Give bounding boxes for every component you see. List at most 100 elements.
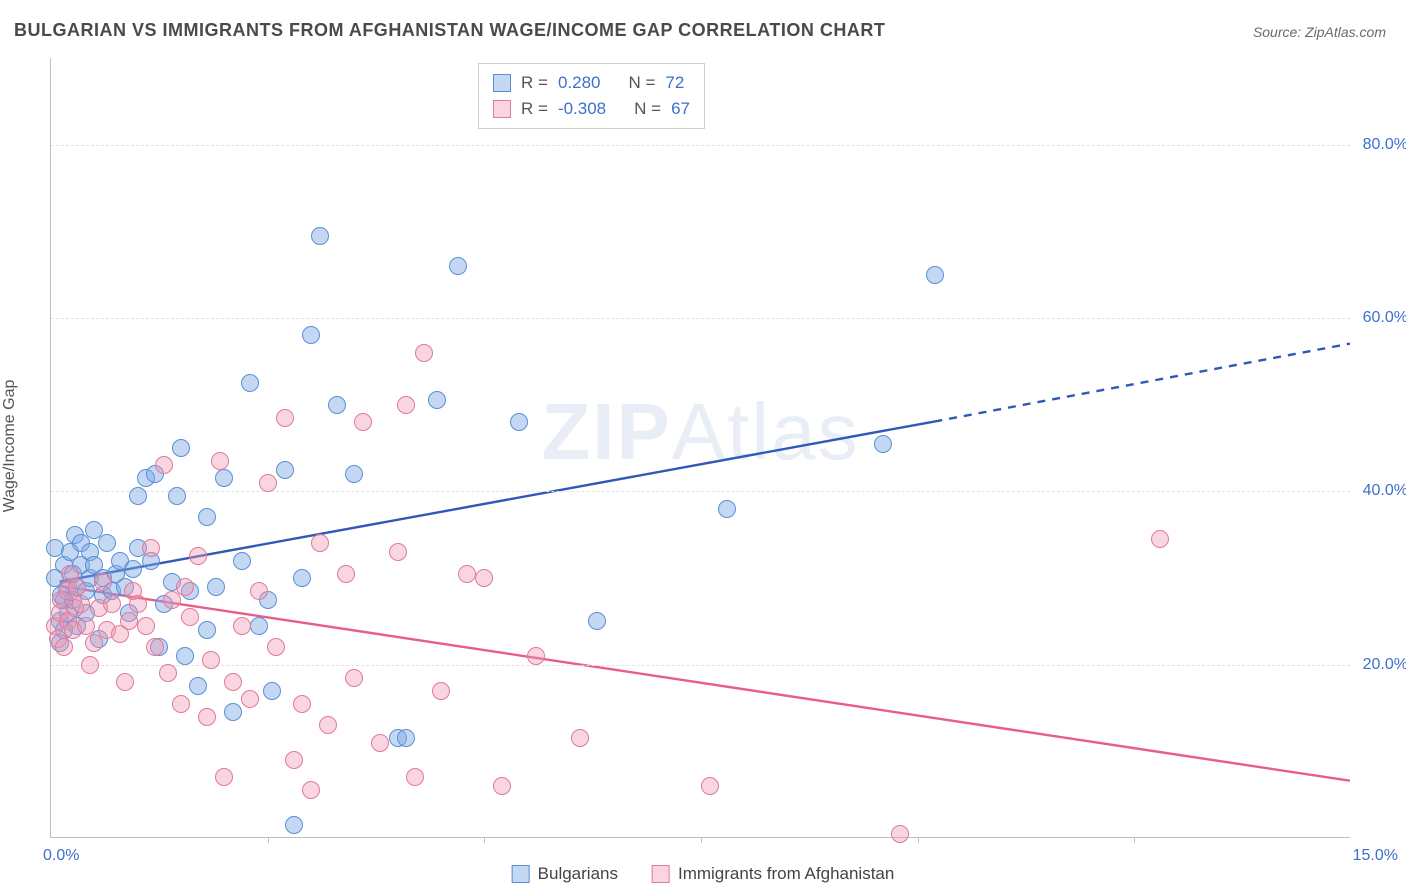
scatter-point-afghanistan xyxy=(293,695,311,713)
scatter-point-afghanistan xyxy=(120,612,138,630)
scatter-point-bulgarians xyxy=(293,569,311,587)
trend-lines-layer xyxy=(51,58,1350,837)
scatter-point-afghanistan xyxy=(202,651,220,669)
n-value-2: 67 xyxy=(671,96,690,122)
scatter-point-afghanistan xyxy=(72,595,90,613)
x-tick xyxy=(484,837,485,843)
scatter-point-afghanistan xyxy=(458,565,476,583)
x-tick xyxy=(268,837,269,843)
scatter-point-afghanistan xyxy=(371,734,389,752)
scatter-point-afghanistan xyxy=(241,690,259,708)
scatter-point-afghanistan xyxy=(224,673,242,691)
scatter-point-afghanistan xyxy=(302,781,320,799)
n-value-1: 72 xyxy=(665,70,684,96)
scatter-point-bulgarians xyxy=(233,552,251,570)
scatter-point-afghanistan xyxy=(211,452,229,470)
legend-label-2: Immigrants from Afghanistan xyxy=(678,864,894,884)
legend-stats-row: R = 0.280 N = 72 xyxy=(493,70,690,96)
legend-label-1: Bulgarians xyxy=(538,864,618,884)
y-axis-label: Wage/Income Gap xyxy=(1,380,19,513)
scatter-point-afghanistan xyxy=(81,656,99,674)
scatter-point-afghanistan xyxy=(1151,530,1169,548)
r-label: R = xyxy=(521,70,548,96)
scatter-point-afghanistan xyxy=(276,409,294,427)
scatter-point-afghanistan xyxy=(527,647,545,665)
scatter-point-afghanistan xyxy=(397,396,415,414)
scatter-point-afghanistan xyxy=(189,547,207,565)
scatter-point-afghanistan xyxy=(389,543,407,561)
scatter-point-afghanistan xyxy=(475,569,493,587)
scatter-point-afghanistan xyxy=(155,456,173,474)
scatter-point-afghanistan xyxy=(159,664,177,682)
x-tick xyxy=(1134,837,1135,843)
scatter-point-afghanistan xyxy=(142,539,160,557)
scatter-point-bulgarians xyxy=(588,612,606,630)
scatter-point-bulgarians xyxy=(241,374,259,392)
scatter-point-afghanistan xyxy=(77,617,95,635)
scatter-point-afghanistan xyxy=(891,825,909,843)
scatter-point-afghanistan xyxy=(285,751,303,769)
scatter-point-bulgarians xyxy=(263,682,281,700)
swatch-series-2 xyxy=(652,865,670,883)
x-tick-label-right: 15.0% xyxy=(1353,847,1398,865)
legend-bottom: Bulgarians Immigrants from Afghanistan xyxy=(512,864,895,884)
scatter-point-bulgarians xyxy=(250,617,268,635)
scatter-point-afghanistan xyxy=(267,638,285,656)
swatch-series-2 xyxy=(493,100,511,118)
scatter-point-afghanistan xyxy=(701,777,719,795)
trendline-dash-bulgarians xyxy=(934,344,1350,422)
trendline-afghanistan xyxy=(60,586,1350,781)
chart-container: BULGARIAN VS IMMIGRANTS FROM AFGHANISTAN… xyxy=(0,0,1406,892)
y-tick-label: 40.0% xyxy=(1356,482,1406,500)
x-tick-label-left: 0.0% xyxy=(43,847,79,865)
scatter-point-afghanistan xyxy=(55,638,73,656)
n-label: N = xyxy=(634,96,661,122)
scatter-point-bulgarians xyxy=(926,266,944,284)
scatter-point-bulgarians xyxy=(510,413,528,431)
scatter-point-afghanistan xyxy=(103,595,121,613)
r-label: R = xyxy=(521,96,548,122)
legend-item-1: Bulgarians xyxy=(512,864,618,884)
scatter-point-bulgarians xyxy=(98,534,116,552)
x-tick xyxy=(701,837,702,843)
scatter-point-afghanistan xyxy=(493,777,511,795)
scatter-point-bulgarians xyxy=(285,816,303,834)
scatter-point-bulgarians xyxy=(328,396,346,414)
scatter-point-bulgarians xyxy=(276,461,294,479)
legend-stats-box: R = 0.280 N = 72 R = -0.308 N = 67 xyxy=(478,63,705,129)
r-value-1: 0.280 xyxy=(558,70,601,96)
scatter-point-bulgarians xyxy=(311,227,329,245)
scatter-point-bulgarians xyxy=(168,487,186,505)
r-value-2: -0.308 xyxy=(558,96,606,122)
gridline-h xyxy=(51,665,1350,666)
gridline-h xyxy=(51,145,1350,146)
scatter-point-afghanistan xyxy=(146,638,164,656)
scatter-point-bulgarians xyxy=(207,578,225,596)
scatter-point-afghanistan xyxy=(94,573,112,591)
gridline-h xyxy=(51,318,1350,319)
scatter-point-bulgarians xyxy=(874,435,892,453)
scatter-point-afghanistan xyxy=(176,578,194,596)
scatter-point-afghanistan xyxy=(337,565,355,583)
scatter-point-afghanistan xyxy=(354,413,372,431)
scatter-point-bulgarians xyxy=(129,487,147,505)
scatter-point-bulgarians xyxy=(198,621,216,639)
swatch-series-1 xyxy=(493,74,511,92)
scatter-point-afghanistan xyxy=(406,768,424,786)
scatter-point-bulgarians xyxy=(302,326,320,344)
y-tick-label: 80.0% xyxy=(1356,136,1406,154)
scatter-point-afghanistan xyxy=(68,578,86,596)
scatter-point-afghanistan xyxy=(250,582,268,600)
scatter-point-bulgarians xyxy=(172,439,190,457)
scatter-point-afghanistan xyxy=(311,534,329,552)
scatter-point-afghanistan xyxy=(137,617,155,635)
plot-area: ZIPAtlas R = 0.280 N = 72 R = -0.308 N =… xyxy=(50,58,1350,838)
scatter-point-afghanistan xyxy=(432,682,450,700)
scatter-point-afghanistan xyxy=(319,716,337,734)
y-tick-label: 20.0% xyxy=(1356,656,1406,674)
scatter-point-bulgarians xyxy=(198,508,216,526)
y-tick-label: 60.0% xyxy=(1356,309,1406,327)
scatter-point-bulgarians xyxy=(397,729,415,747)
legend-stats-row: R = -0.308 N = 67 xyxy=(493,96,690,122)
scatter-point-bulgarians xyxy=(718,500,736,518)
